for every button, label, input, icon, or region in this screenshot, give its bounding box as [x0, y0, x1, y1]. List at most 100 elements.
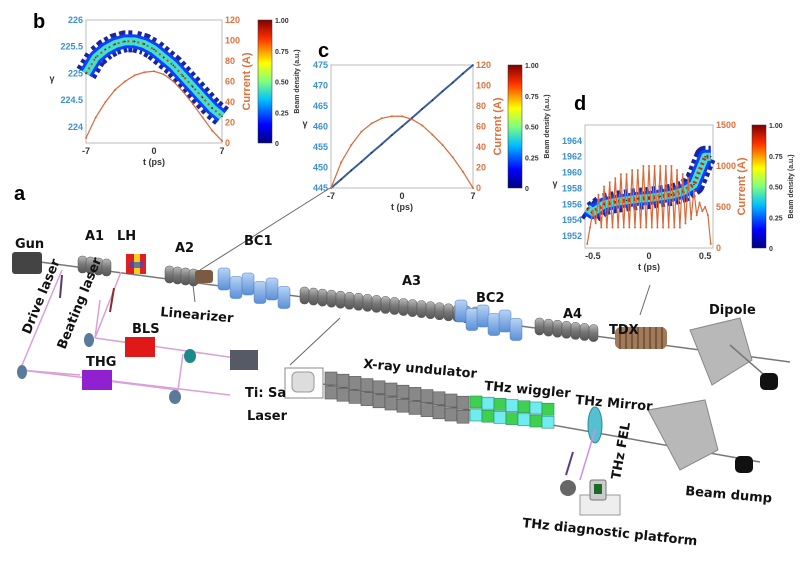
dipole-magnet [454, 299, 468, 323]
current-point [704, 206, 707, 208]
x-tick-label: -7 [82, 146, 90, 156]
current-point [608, 181, 611, 184]
gamma-point [94, 56, 97, 59]
gamma-point [636, 198, 639, 200]
label-beam-dump: Beam dump [685, 484, 773, 507]
xray-undulator [324, 371, 470, 424]
gamma-point [441, 90, 444, 93]
current-point [681, 173, 684, 176]
gamma-point [648, 197, 650, 199]
beating-laser-arrow [109, 287, 115, 313]
gamma-point [451, 81, 454, 84]
colorbar-tick-label: 0.25 [769, 215, 783, 222]
current-point [639, 226, 642, 229]
x-tick-label: 0 [399, 191, 404, 201]
current-point [687, 177, 690, 180]
chart-d: -0.5 0 0.5 1952 1954 1956 1958 1960 1962 1964 0 500… [552, 120, 795, 272]
current-point [690, 218, 693, 221]
y-tick-label: 1960 [562, 168, 582, 178]
cavity-cell [552, 319, 563, 338]
y-tick-label: 475 [313, 60, 328, 70]
wiggler-segment [481, 396, 495, 410]
wiggler-segment [493, 398, 507, 411]
gamma-point [586, 207, 589, 210]
density-core [85, 40, 223, 118]
y2-tick-label: 60 [476, 122, 486, 132]
current-point [221, 139, 223, 142]
current-point [597, 193, 600, 196]
gamma-point [133, 40, 136, 43]
beam-splitter [184, 349, 196, 363]
y2-tick-label: 20 [476, 163, 486, 173]
undulator-segment [372, 394, 386, 409]
current-point [603, 185, 606, 188]
x-axis-label: t (ps) [638, 262, 660, 272]
current-point [653, 165, 656, 167]
cavity-cell [164, 265, 175, 284]
colorbar-label: Beam density (a.u.) [544, 94, 551, 158]
y-tick-label: 1956 [562, 199, 582, 209]
linearizer-cavity [195, 270, 213, 283]
x-axis-label: t (ps) [143, 157, 165, 167]
x-tick-label: -7 [327, 191, 335, 201]
y-tick-label: 1958 [562, 183, 582, 193]
current-point [441, 143, 444, 146]
y2-tick-label: 500 [716, 202, 731, 212]
dipole-magnet [476, 304, 490, 328]
current-point [614, 177, 617, 180]
cavity-cell [407, 299, 418, 317]
label-tisa-2: Laser [247, 409, 288, 424]
y2-tick-label: 80 [225, 56, 235, 66]
gamma-point [360, 160, 363, 163]
wiggler-segment [529, 414, 543, 428]
gamma-point [391, 134, 393, 136]
label-a1: A1 [85, 229, 104, 244]
y2-tick-label: 120 [476, 60, 491, 70]
wiggler-segment [529, 401, 543, 415]
gamma-point [421, 108, 424, 110]
panel-label-d: d [574, 93, 586, 115]
leader-line-d [639, 284, 651, 316]
dipole-magnet [498, 309, 512, 333]
y-axis-label: γ [552, 179, 557, 189]
undulator-segment [432, 391, 446, 406]
current-point [340, 161, 343, 164]
cavity-cell [172, 266, 183, 285]
undulator-segment [420, 389, 434, 403]
wiggler-segment [541, 415, 555, 429]
x-tick-label: 0.5 [699, 251, 712, 261]
y-tick-label: 224.5 [60, 95, 83, 105]
dipole-magnet [241, 272, 255, 296]
current-point [709, 242, 712, 245]
cavity-cell [101, 258, 112, 277]
y2-tick-label: 1500 [716, 120, 736, 130]
wiggler-segment [505, 412, 519, 425]
chart-b: -7 0 7224224.5225225.5226020406080100120t … [49, 15, 301, 167]
dipole-magnet [217, 267, 231, 291]
cavity-cell [543, 318, 554, 337]
dipole-magnet [277, 286, 291, 309]
current-point [143, 71, 146, 74]
current-point [701, 210, 704, 213]
gamma-point [401, 125, 403, 128]
current-point [104, 101, 107, 103]
y-tick-label: 460 [313, 122, 328, 132]
cavity-cell [570, 322, 581, 340]
mirror [169, 390, 181, 404]
current-point [133, 74, 136, 77]
label-bc2: BC2 [476, 291, 505, 306]
undulator-segment [444, 407, 458, 422]
undulator-segment [360, 378, 374, 392]
y-tick-label: 450 [313, 163, 328, 173]
cavity-cell [353, 293, 364, 311]
label-tdx: TDX [609, 323, 639, 338]
laser-system [17, 269, 258, 404]
gamma-point [114, 43, 116, 45]
cavity-cell [299, 286, 310, 305]
accelerator-a1 [77, 255, 199, 287]
y2-axis-label: Current (A) [736, 157, 748, 215]
x-tick-label: 7 [470, 191, 475, 201]
beam-dump-lower [735, 456, 753, 473]
gamma-point [350, 169, 353, 172]
